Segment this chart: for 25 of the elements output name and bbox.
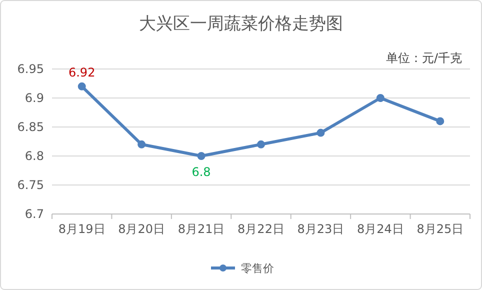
y-tick-label: 6.75 <box>17 178 44 192</box>
point <box>436 117 444 126</box>
y-tick-label: 6.9 <box>24 91 44 105</box>
legend-label: 零售价 <box>241 262 274 275</box>
point <box>316 128 325 137</box>
x-tick-label: 8月21日 <box>178 222 225 236</box>
data-label: 6.92 <box>68 65 96 80</box>
data-label: 6.8 <box>192 165 211 179</box>
y-tick-label: 6.95 <box>17 62 44 76</box>
x-tick-label: 8月24日 <box>356 222 404 236</box>
x-tick-label: 8月23日 <box>297 222 344 236</box>
point <box>197 152 206 160</box>
point <box>138 140 146 148</box>
y-tick-label: 6.85 <box>17 120 44 134</box>
chart-title: 大兴区一周蔬菜价格走势图 <box>139 14 343 34</box>
x-tick-label: 8月25日 <box>416 222 464 236</box>
x-tick-label: 8月22日 <box>238 222 284 236</box>
y-tick-label: 6.7 <box>24 207 44 221</box>
x-tick-label: 8月19日 <box>58 222 106 236</box>
point <box>257 140 265 148</box>
point <box>78 82 86 90</box>
y-tick-label: 6.8 <box>24 149 44 163</box>
point <box>376 94 384 102</box>
text: 单位：元/千克 <box>386 51 462 65</box>
x-tick-label: 8月20日 <box>118 222 166 236</box>
